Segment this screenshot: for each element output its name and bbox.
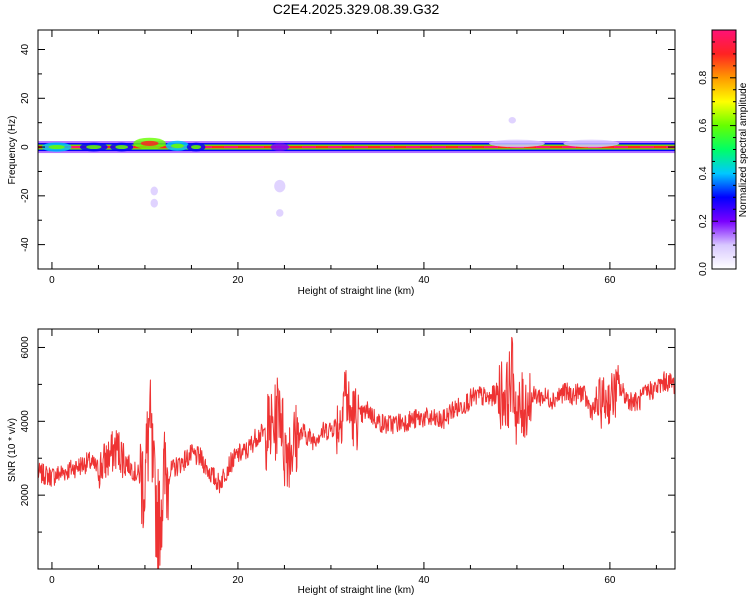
heatmap-blob-core <box>115 145 129 150</box>
band-core-segment <box>380 146 394 149</box>
heatmap-blob-core <box>190 145 202 150</box>
x-tick-label: 60 <box>604 575 616 586</box>
x-tick-label: 20 <box>232 275 244 286</box>
colorbar-label: Normalized spectral amplitude <box>738 82 749 217</box>
snr-axes: 0 20 40 60 2000 4000 6000 <box>20 329 675 586</box>
snr-line-layer <box>38 336 675 569</box>
spectrogram-frame <box>37 29 676 270</box>
y-tick-label: 2000 <box>20 484 31 507</box>
heatmap-blob <box>276 209 284 217</box>
x-tick-label: 0 <box>49 575 55 586</box>
colorbar-tick-label: 0.0 <box>698 262 709 276</box>
band-core-segment <box>354 146 368 149</box>
colorbar-tick-label: 0.6 <box>698 118 709 132</box>
colorbar-gradient <box>711 29 737 270</box>
y-tick-label: 6000 <box>20 336 31 359</box>
colorbar-tick-label: 0.8 <box>698 70 709 84</box>
x-tick-label: 0 <box>49 275 55 286</box>
heatmap-blob-core <box>48 144 65 150</box>
band-core-segment <box>432 146 446 149</box>
x-tick-label: 40 <box>418 575 430 586</box>
band-core-segment <box>68 146 82 149</box>
band-core-segment <box>484 146 498 149</box>
y-tick-label: 0 <box>20 144 31 150</box>
band-core-segment <box>640 146 654 149</box>
band-core-segment <box>458 146 472 149</box>
heatmap-layer <box>38 117 675 217</box>
band-core-segment <box>224 146 238 149</box>
colorbar-tick-label: 0.4 <box>698 166 709 180</box>
spectrogram-axes: 0 20 40 60 -40 -20 0 20 40 <box>20 30 675 286</box>
spectrogram-y-label: Frequency (Hz) <box>7 116 18 185</box>
heatmap-blob <box>150 186 158 196</box>
y-tick-label: -20 <box>20 188 31 203</box>
heatmap-blob-core <box>86 145 102 150</box>
spectrogram-panel: 0 20 40 60 -40 -20 0 20 40 Height of straight li… <box>7 29 676 297</box>
y-tick-label: -40 <box>20 237 31 252</box>
heatmap-blob-core <box>171 143 184 149</box>
x-tick-label: 20 <box>232 575 244 586</box>
heatmap-blob <box>508 117 516 124</box>
heatmap-blob <box>150 198 158 208</box>
y-tick-label: 40 <box>20 44 31 56</box>
y-tick-label: 20 <box>20 92 31 104</box>
band-core-segment <box>614 146 628 149</box>
snr-x-label: Height of straight line (km) <box>298 585 415 596</box>
x-tick-label: 40 <box>418 275 430 286</box>
x-tick-label: 60 <box>604 275 616 286</box>
band-core-segment <box>302 146 316 149</box>
heatmap-blob <box>563 139 620 148</box>
heatmap-blob <box>274 179 286 193</box>
colorbar-tick-label: 0.2 <box>698 214 709 228</box>
band-core-segment <box>250 146 264 149</box>
snr-panel: 0 20 40 60 2000 4000 6000 Height of straight l… <box>7 328 676 596</box>
snr-frame <box>37 328 676 570</box>
heatmap-blob <box>489 139 545 148</box>
colorbar-ticks: 0.0 0.2 0.4 0.6 0.8 <box>698 29 736 276</box>
band-core-segment <box>406 146 420 149</box>
band-core-segment <box>328 146 342 149</box>
snr-series-line <box>38 336 675 569</box>
band-core-segment <box>562 146 576 149</box>
y-tick-label: 4000 <box>20 410 31 433</box>
heatmap-blob-core <box>140 140 159 146</box>
chart-title: C2E4.2025.329.08.39.G32 <box>273 1 440 17</box>
heatmap-blob <box>270 143 290 151</box>
snr-y-label: SNR (10 * v/v) <box>7 418 18 482</box>
band-core-segment <box>536 146 550 149</box>
colorbar: 0.0 0.2 0.4 0.6 0.8 Normalized spectral ampl… <box>698 29 749 276</box>
spectrogram-x-label: Height of straight line (km) <box>298 286 415 297</box>
